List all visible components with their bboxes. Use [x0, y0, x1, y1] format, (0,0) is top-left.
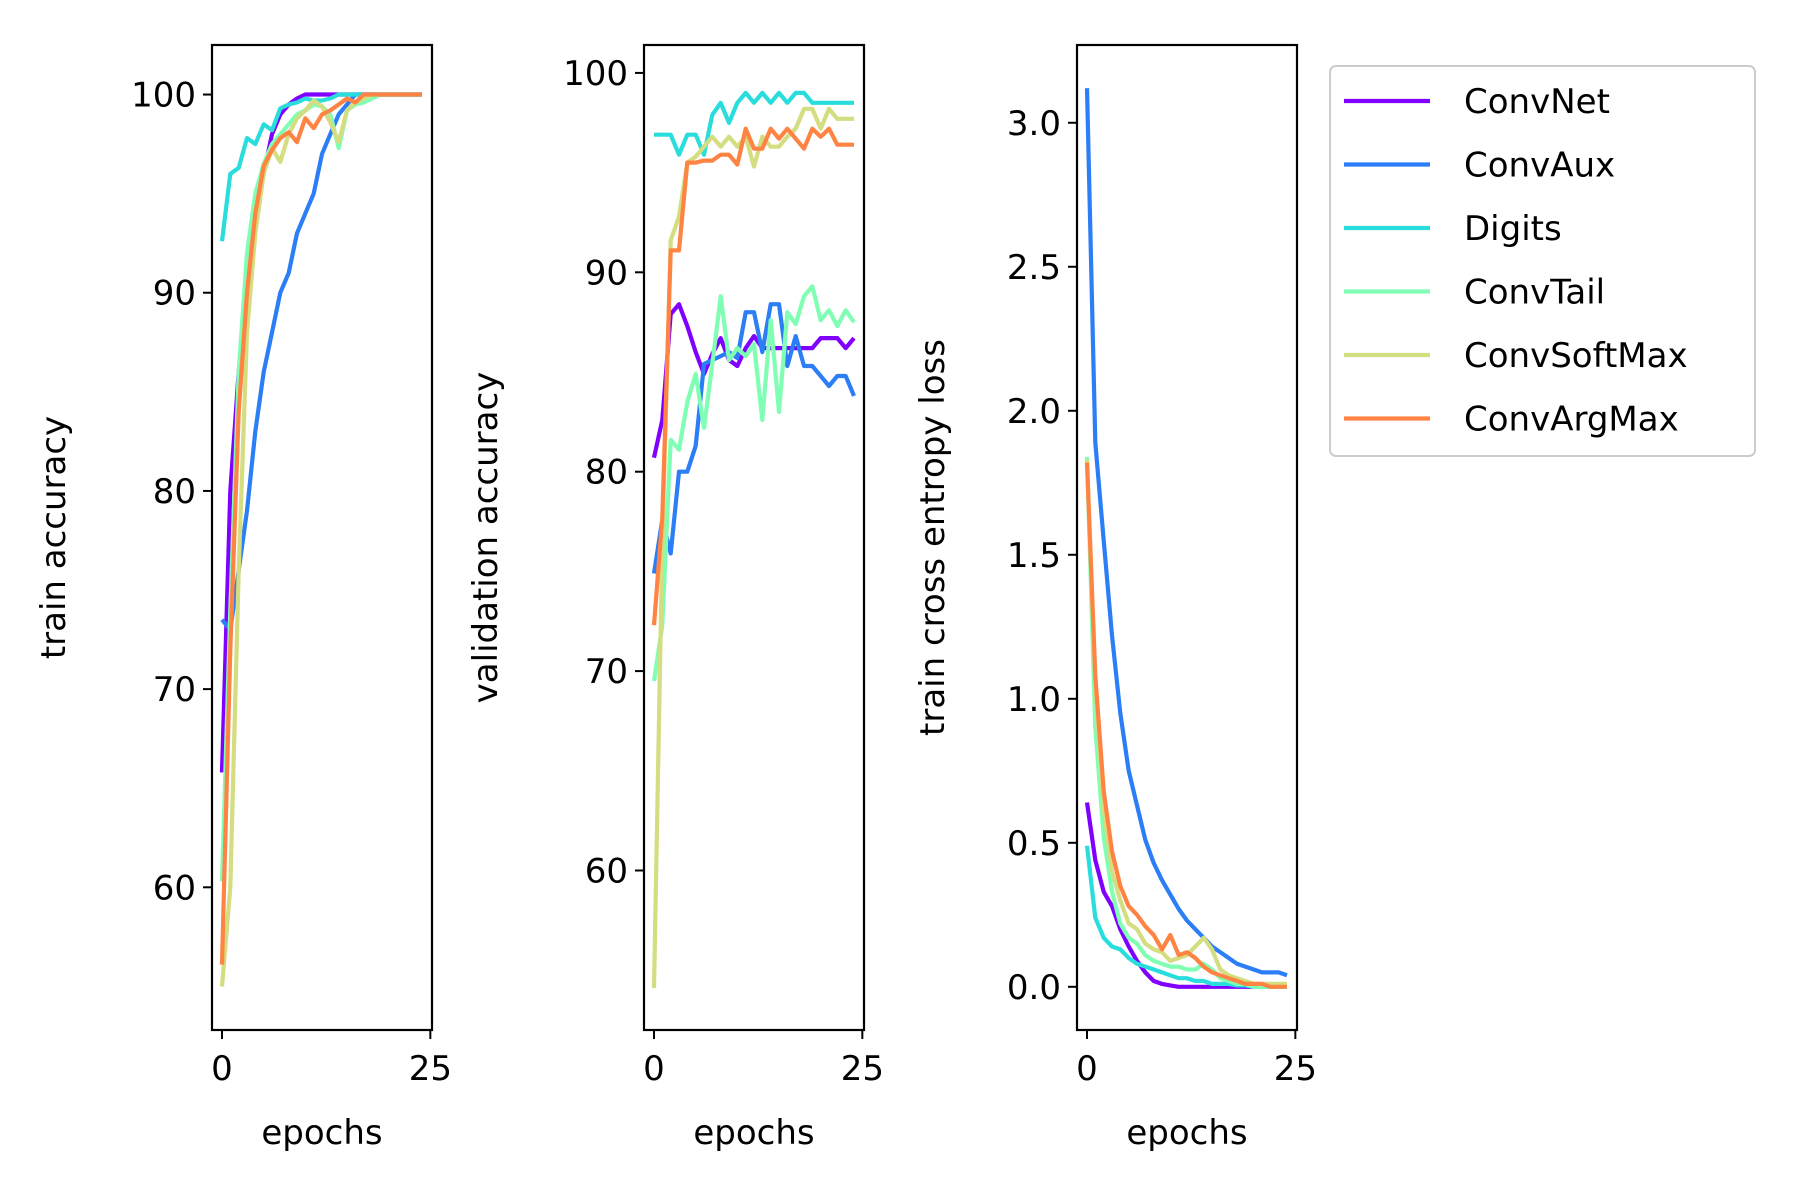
x-tick-label: 0 — [1076, 1049, 1098, 1089]
y-tick-label: 90 — [585, 253, 628, 293]
legend-label-digits: Digits — [1464, 209, 1562, 249]
legend-label-convsoftmax: ConvSoftMax — [1464, 336, 1688, 376]
series-line-convnet — [651, 302, 856, 459]
series-line-convtail — [1084, 456, 1287, 989]
y-tick-label: 1.5 — [1007, 536, 1061, 576]
series-line-convaux — [1084, 88, 1288, 978]
y-tick-label: 60 — [153, 868, 196, 908]
x-tick-label: 0 — [211, 1049, 233, 1089]
y-axis-label: train accuracy — [34, 416, 74, 659]
x-axis-label: epochs — [1126, 1113, 1247, 1153]
axes-frame — [642, 43, 866, 1032]
y-tick-label: 100 — [131, 76, 196, 116]
series-line-convsoftmax — [651, 106, 854, 989]
series-line-digits — [654, 90, 854, 157]
axes-frame — [1075, 43, 1299, 1032]
validation-accuracy-panel: 60 70 80 90 100 0 25 epochs validation accuracy — [466, 43, 884, 1153]
y-tick-label: 1.0 — [1007, 680, 1061, 720]
x-axis-label: epochs — [693, 1113, 814, 1153]
y-tick-label: 0.5 — [1007, 824, 1061, 864]
x-tick-label: 25 — [1274, 1049, 1317, 1089]
legend-label-convaux: ConvAux — [1464, 146, 1615, 186]
y-tick-label: 80 — [585, 453, 628, 493]
y-tick-label: 2.0 — [1007, 392, 1061, 432]
x-axis-label: epochs — [261, 1113, 382, 1153]
y-tick-label: 0.0 — [1007, 968, 1061, 1008]
y-tick-label: 2.5 — [1007, 248, 1061, 288]
series-line-convaux — [220, 92, 422, 632]
x-tick-label: 0 — [643, 1049, 665, 1089]
y-axis-label: train cross entropy loss — [913, 339, 953, 736]
y-tick-label: 100 — [563, 54, 628, 94]
series-line-convaux — [651, 302, 856, 574]
legend-label-convargmax: ConvArgMax — [1464, 400, 1679, 440]
x-tick-label: 25 — [409, 1049, 452, 1089]
series-line-convnet — [219, 92, 422, 773]
series-line-convargmax — [219, 92, 422, 965]
axes-frame — [210, 43, 434, 1032]
y-tick-label: 70 — [153, 670, 196, 710]
y-axis-label: validation accuracy — [466, 372, 506, 704]
legend-frame — [1329, 65, 1756, 457]
y-tick-label: 3.0 — [1007, 104, 1061, 144]
legend: ConvNet ConvAux Digits ConvTail ConvSoftMax C… — [1329, 65, 1756, 457]
series-line-convargmax — [1084, 462, 1287, 989]
series-line-convargmax — [651, 126, 854, 626]
train-loss-panel: 0.0 0.5 1.0 1.5 2.0 2.5 3.0 0 25 epochs train cros… — [913, 43, 1317, 1153]
series-line-convtail — [219, 92, 422, 882]
series-line-convtail — [651, 284, 856, 682]
y-tick-label: 60 — [585, 851, 628, 891]
y-tick-label: 90 — [153, 274, 196, 314]
train-accuracy-panel: 60 70 80 90 100 0 25 epochs train accuracy — [34, 43, 452, 1153]
y-tick-label: 80 — [153, 472, 196, 512]
x-tick-label: 25 — [841, 1049, 884, 1089]
legend-label-convnet: ConvNet — [1464, 82, 1610, 122]
legend-label-convtail: ConvTail — [1464, 273, 1605, 313]
y-tick-label: 70 — [585, 652, 628, 692]
